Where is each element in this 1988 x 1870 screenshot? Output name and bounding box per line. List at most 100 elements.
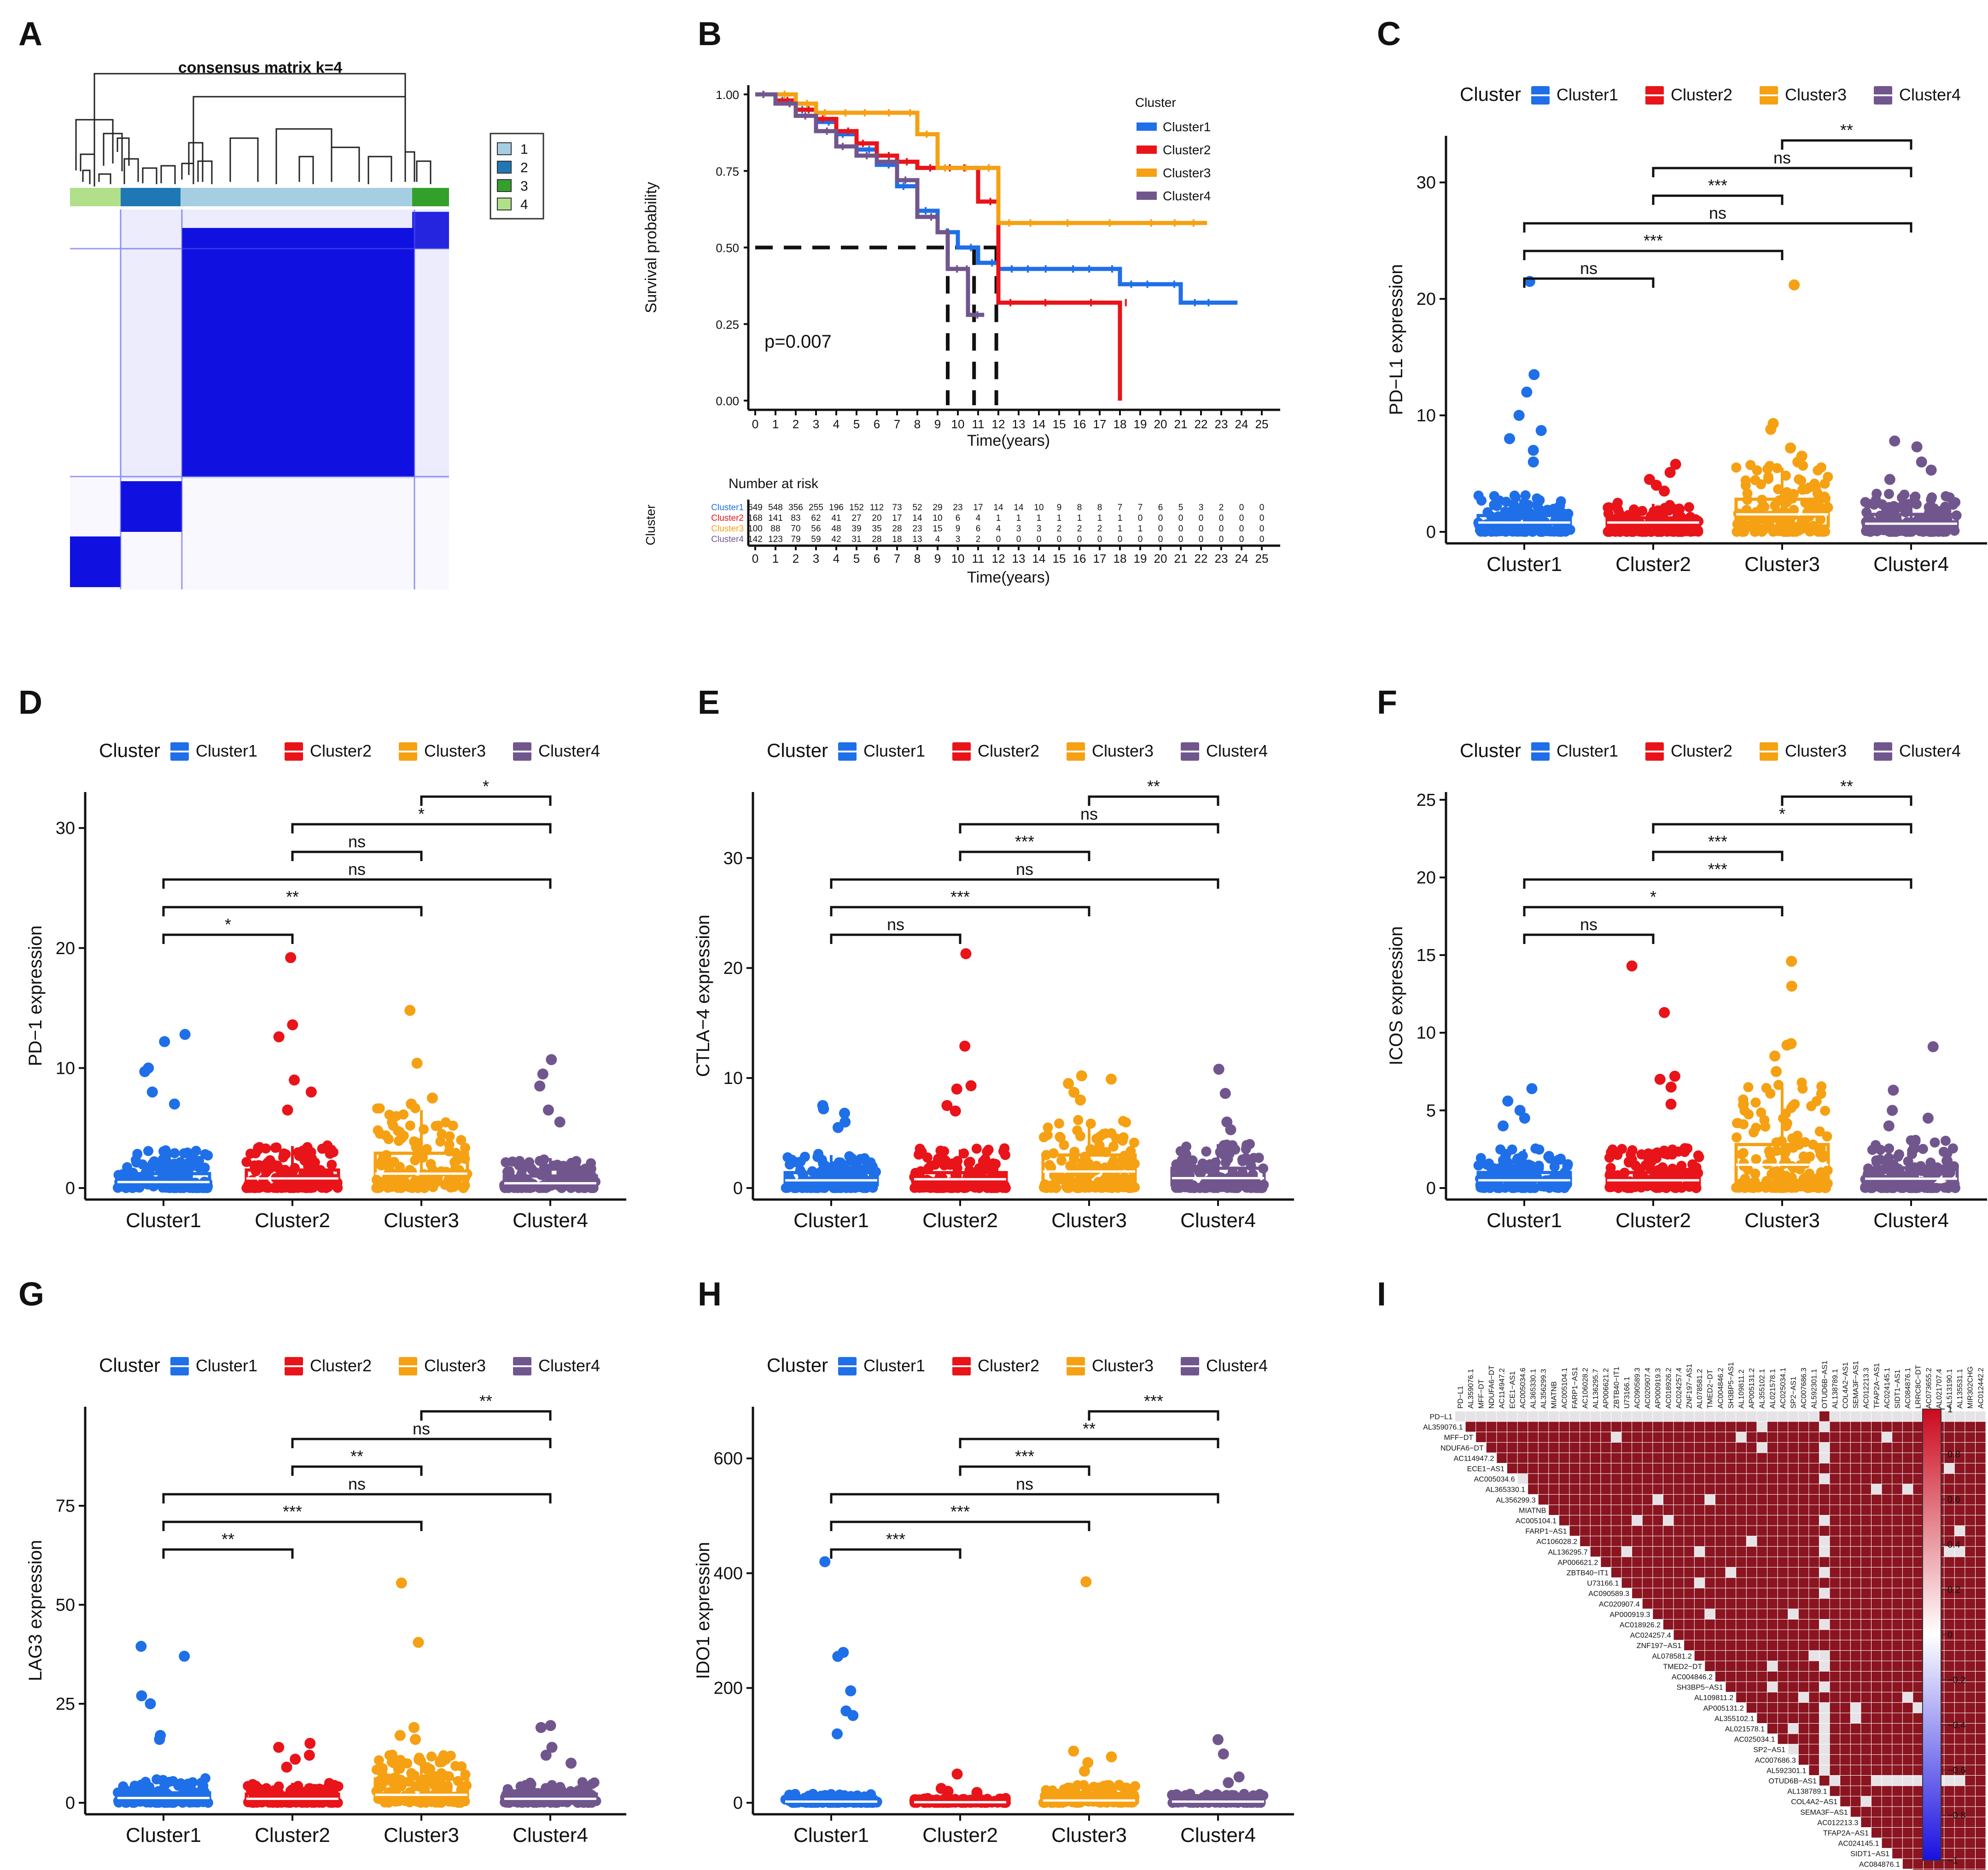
outlier-point <box>1792 456 1804 468</box>
risk-x-tick-label: 25 <box>1255 552 1269 565</box>
corr-cell <box>1653 1557 1663 1567</box>
km-curve-cluster4 <box>755 92 985 317</box>
data-point <box>558 1160 568 1171</box>
corr-cell <box>1767 1484 1778 1494</box>
data-point <box>824 1162 834 1173</box>
data-point <box>1942 1155 1953 1166</box>
data-point <box>988 1158 998 1169</box>
corr-cell <box>1944 1421 1954 1432</box>
corr-cell <box>1757 1453 1767 1463</box>
data-point <box>1084 1183 1095 1193</box>
corr-cell <box>1746 1442 1757 1453</box>
corr-cell <box>1819 1484 1830 1494</box>
box-cluster2 <box>1605 1171 1701 1187</box>
data-point <box>1780 1148 1790 1159</box>
data-point <box>1933 1165 1944 1175</box>
legend-label-cluster3: Cluster3 <box>1785 85 1847 104</box>
corr-cell <box>1965 1526 1975 1536</box>
data-point <box>1773 1080 1784 1090</box>
outlier-point <box>281 1761 292 1773</box>
corr-cell <box>1788 1526 1798 1536</box>
corr-row-label: FARP1−AS1 <box>1525 1528 1567 1536</box>
data-point <box>1940 501 1951 512</box>
corr-cell <box>1871 1463 1882 1474</box>
corr-cell <box>1736 1432 1746 1442</box>
corr-cell <box>1705 1515 1715 1526</box>
risk-count: 0 <box>1178 524 1183 534</box>
corr-cell <box>1809 1515 1819 1526</box>
corr-cell <box>1767 1557 1778 1567</box>
risk-count: 0 <box>1219 524 1224 534</box>
corr-cell <box>1684 1536 1694 1546</box>
risk-count: 1 <box>1037 513 1042 523</box>
corr-cell <box>1621 1567 1632 1578</box>
corr-cell <box>1809 1463 1819 1474</box>
significance-bracket <box>830 1520 1090 1531</box>
corr-cell <box>1694 1546 1705 1557</box>
corr-cell <box>1528 1474 1538 1484</box>
corr-cell <box>1871 1546 1882 1557</box>
corr-cell <box>1965 1494 1975 1505</box>
outlier-point <box>1887 1105 1898 1116</box>
corr-cell <box>1569 1474 1580 1484</box>
consensus-matrix-panel: consensus matrix k=4 <box>70 59 544 589</box>
corr-col-label: AC004846.2 <box>1717 1368 1725 1409</box>
x-category-label-cluster4: Cluster4 <box>513 1824 588 1847</box>
significance-label: ns <box>348 860 366 879</box>
corr-cell <box>1642 1432 1653 1442</box>
corr-cell <box>1861 1546 1871 1557</box>
corr-cell <box>1882 1453 1892 1463</box>
corr-cell <box>1746 1515 1757 1526</box>
km-x-axis-title: Time(years) <box>967 432 1050 449</box>
x-category-label-cluster3: Cluster3 <box>1744 1209 1820 1232</box>
corr-cell <box>1559 1432 1569 1442</box>
risk-count: 48 <box>831 524 841 534</box>
data-point <box>385 1157 395 1167</box>
data-point <box>567 1163 578 1173</box>
corr-cell <box>1798 1536 1809 1546</box>
data-point <box>535 1156 545 1166</box>
data-point <box>1691 1162 1702 1173</box>
corr-row-label: AC005104.1 <box>1516 1517 1557 1525</box>
data-point <box>1523 500 1533 510</box>
corr-cell <box>1861 1505 1871 1515</box>
corr-cell <box>1632 1515 1642 1526</box>
corr-cell <box>1809 1484 1819 1494</box>
corr-cell <box>1601 1536 1611 1546</box>
risk-count: 42 <box>831 535 841 544</box>
corr-cell <box>1798 1484 1809 1494</box>
corr-cell <box>1892 1494 1902 1505</box>
significance-bracket <box>1523 222 1912 233</box>
legend-label-cluster4: Cluster4 <box>538 1356 600 1375</box>
corr-cell <box>1642 1557 1653 1567</box>
corr-cell <box>1580 1474 1590 1484</box>
corr-cell <box>1757 1505 1767 1515</box>
corr-cell <box>1840 1526 1850 1536</box>
legend-label-cluster2: Cluster2 <box>310 1356 372 1375</box>
corr-cell <box>1861 1484 1871 1494</box>
risk-count: 3 <box>1016 524 1021 534</box>
km-y-tick-label: 1.00 <box>716 88 739 102</box>
data-point <box>1906 1135 1916 1146</box>
corr-cell <box>1746 1411 1757 1421</box>
corr-cell <box>1830 1567 1840 1578</box>
corr-cell <box>1954 1505 1965 1515</box>
corr-col-label: AL365330.1 <box>1530 1369 1538 1409</box>
corr-cell <box>1632 1411 1642 1421</box>
corr-cell <box>1642 1442 1653 1453</box>
data-point <box>456 1135 466 1145</box>
data-point <box>1878 1164 1889 1175</box>
data-point <box>1684 502 1694 513</box>
data-point <box>448 1120 458 1131</box>
corr-cell <box>1715 1494 1726 1505</box>
corr-cell <box>1798 1557 1809 1567</box>
significance-bracket <box>1652 823 1912 833</box>
data-point <box>1748 514 1759 524</box>
lag3-boxplot-panel: Cluster Cluster1 Cluster2 Cluster3 Cluster40… <box>25 1354 626 1847</box>
corr-cell <box>1673 1546 1684 1557</box>
corr-cell <box>1954 1411 1965 1421</box>
corr-cell <box>1819 1505 1830 1515</box>
corr-row-label: AL359076.1 <box>1423 1424 1463 1432</box>
corr-cell <box>1965 1432 1975 1442</box>
corr-cell <box>1902 1474 1913 1484</box>
